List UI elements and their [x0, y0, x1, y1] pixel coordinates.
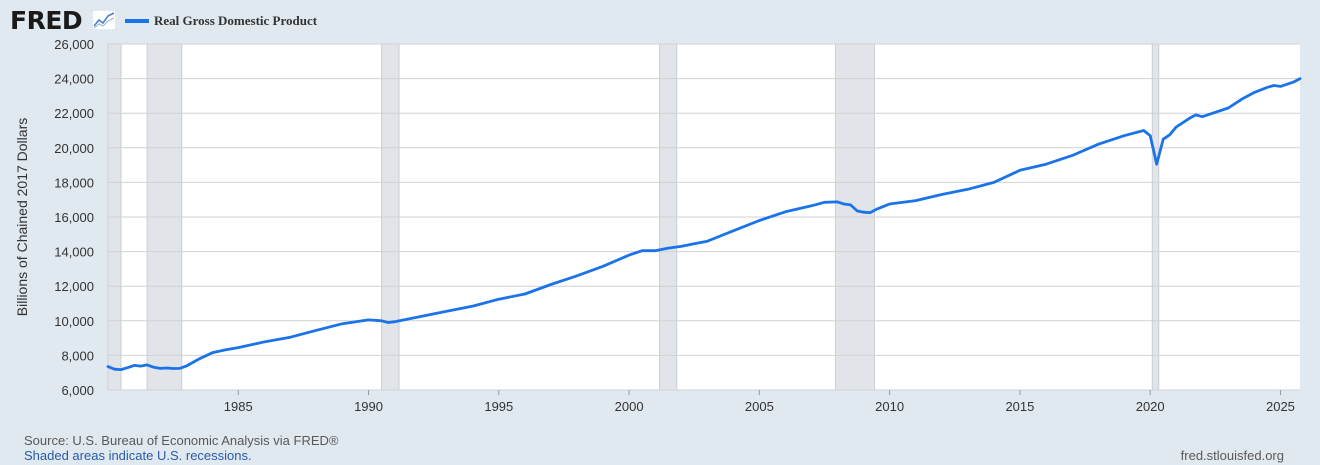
y-tick-label: 12,000	[54, 279, 94, 294]
x-axis-ticks: 1985 1990 1995 2000 2005 2010 2015 2020 2025	[224, 390, 1295, 414]
x-tick-label: 2005	[745, 399, 774, 414]
x-tick-label: 1995	[484, 399, 513, 414]
y-tick-label: 22,000	[54, 106, 94, 121]
y-axis-label: Billions of Chained 2017 Dollars	[14, 118, 30, 316]
source-note: Source: U.S. Bureau of Economic Analysis…	[24, 433, 339, 448]
y-tick-label: 20,000	[54, 141, 94, 156]
x-tick-label: 1990	[354, 399, 383, 414]
x-tick-label: 1985	[224, 399, 253, 414]
y-tick-label: 16,000	[54, 210, 94, 225]
x-tick-label: 2015	[1005, 399, 1034, 414]
x-tick-label: 2000	[615, 399, 644, 414]
series-line-real-gdp	[106, 77, 1302, 371]
x-tick-label: 2010	[875, 399, 904, 414]
line-chart-icon	[92, 10, 116, 30]
y-tick-label: 26,000	[54, 37, 94, 52]
x-tick-label: 2020	[1136, 399, 1165, 414]
y-tick-label: 10,000	[54, 314, 94, 329]
legend: Real Gross Domestic Product	[125, 13, 317, 29]
y-tick-label: 8,000	[61, 348, 94, 363]
y-tick-label: 18,000	[54, 175, 94, 190]
recession-note[interactable]: Shaded areas indicate U.S. recessions.	[24, 448, 252, 463]
grid-layer	[108, 43, 1300, 391]
y-tick-label: 6,000	[61, 383, 94, 398]
site-link[interactable]: fred.stlouisfed.org	[1180, 448, 1284, 463]
y-tick-label: 24,000	[54, 72, 94, 87]
legend-label: Real Gross Domestic Product	[154, 13, 318, 28]
fred-logo[interactable]: FRED	[10, 6, 83, 35]
legend-swatch	[125, 19, 149, 23]
y-tick-label: 14,000	[54, 245, 94, 260]
y-axis-ticks: 6,000 8,000 10,000 12,000 14,000 16,000 18,000…	[54, 37, 94, 398]
x-tick-label: 2025	[1266, 399, 1295, 414]
